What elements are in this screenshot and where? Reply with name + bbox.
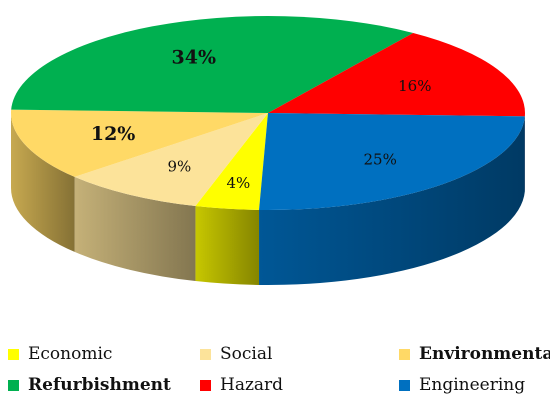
legend-item-engineering: Engineering — [399, 375, 525, 395]
pie-side-engineering — [259, 116, 525, 285]
pie-slice-engineering — [259, 113, 525, 210]
slice-label-hazard: 16% — [398, 77, 431, 95]
legend-item-hazard: Hazard — [200, 375, 283, 395]
slice-label-refurbishment: 34% — [172, 47, 217, 69]
pie-slice-social — [74, 113, 269, 207]
legend-item-refurbishment: Refurbishment — [8, 375, 171, 395]
legend-item-social: Social — [200, 344, 272, 364]
pie-slice-refurbishment — [11, 15, 414, 114]
legend-label-economic: Economic — [28, 344, 113, 364]
slice-labels: 4% 9% 12% 34% 16% 25% — [91, 47, 432, 192]
legend-swatch-environmental — [399, 348, 410, 360]
legend-label-social: Social — [220, 344, 273, 364]
legend: Economic Social Environmental Refurbishm… — [0, 340, 550, 400]
slice-label-environmental: 12% — [91, 123, 136, 145]
pie-slice-economic — [195, 113, 268, 210]
legend-swatch-social — [200, 348, 211, 360]
legend-swatch-hazard — [200, 379, 211, 391]
pie-tops — [11, 15, 525, 210]
legend-label-hazard: Hazard — [220, 375, 284, 395]
legend-label-engineering: Engineering — [419, 375, 526, 395]
legend-label-environmental: Environmental — [419, 344, 550, 364]
legend-swatch-refurbishment — [8, 379, 19, 391]
pie-side-economic — [195, 206, 260, 285]
pie-side-social — [74, 176, 196, 282]
pie-sides — [10, 113, 525, 285]
legend-swatch-engineering — [399, 379, 410, 391]
slice-label-engineering: 25% — [364, 150, 397, 168]
legend-item-economic: Economic — [8, 344, 112, 364]
pie-slice-hazard — [268, 32, 525, 117]
pie-slice-environmental — [11, 109, 268, 177]
pie-side-environmental — [10, 113, 75, 252]
legend-item-environmental: Environmental — [399, 344, 550, 364]
slice-label-economic: 4% — [227, 174, 251, 192]
slice-label-social: 9% — [168, 157, 192, 175]
legend-label-refurbishment: Refurbishment — [28, 375, 171, 395]
legend-swatch-economic — [8, 348, 19, 360]
